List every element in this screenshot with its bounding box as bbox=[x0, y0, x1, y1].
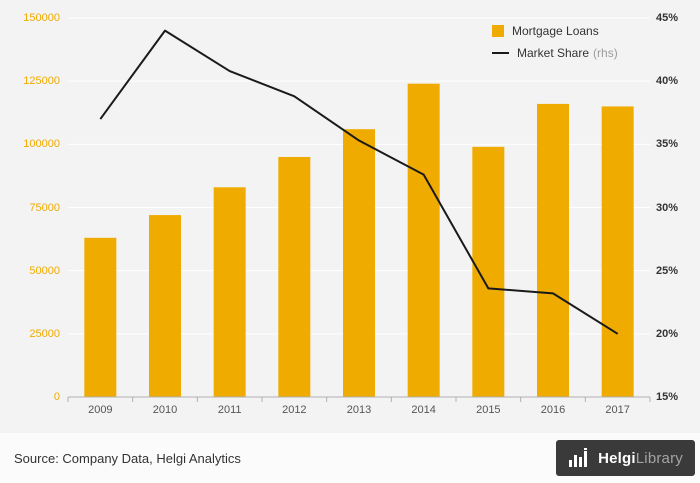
legend-label-mortgage-loans: Mortgage Loans bbox=[512, 24, 599, 38]
x-axis-label-2016: 2016 bbox=[540, 404, 566, 416]
left-axis-tick-label: 150000 bbox=[23, 12, 60, 24]
bar-2013 bbox=[343, 129, 375, 397]
source-text: Source: Company Data, Helgi Analytics bbox=[14, 450, 241, 466]
left-axis-tick-label: 125000 bbox=[23, 75, 60, 88]
bar-2012 bbox=[278, 156, 311, 397]
logo-text-library: Library bbox=[635, 449, 683, 467]
right-axis-tick-label: 35% bbox=[656, 138, 679, 151]
bar-series-swatch bbox=[492, 25, 504, 37]
left-axis-tick-label: 0 bbox=[53, 391, 60, 403]
bar-2016 bbox=[537, 103, 569, 397]
x-axis-label-2012: 2012 bbox=[282, 404, 307, 416]
legend-label-rhs-suffix: (rhs) bbox=[593, 46, 618, 60]
x-axis-label-2014: 2014 bbox=[411, 404, 436, 416]
line-series-swatch bbox=[492, 52, 509, 54]
left-axis-tick-label: 100000 bbox=[23, 138, 60, 151]
legend-label-market-share: Market Share bbox=[517, 46, 590, 60]
right-axis-tick-label: 40% bbox=[656, 75, 679, 88]
mortgage-loans-chart: 0 25000 50000 75000 100000 125000 150000 15% 20… bbox=[0, 0, 700, 433]
market-share-line bbox=[99, 29, 619, 335]
x-axis-label-2009: 2009 bbox=[88, 404, 113, 416]
x-axis-label-2011: 2011 bbox=[217, 404, 242, 416]
legend-item-mortgage-loans: Mortgage Loans bbox=[492, 20, 618, 42]
logo-text: HelgiLibrary bbox=[598, 450, 683, 467]
bar-2015 bbox=[472, 146, 505, 397]
left-axis-tick-label: 75000 bbox=[29, 201, 60, 214]
x-axis-label-2017: 2017 bbox=[605, 404, 630, 416]
footer: Source: Company Data, Helgi Analytics He… bbox=[0, 433, 700, 483]
x-axis-label-2013: 2013 bbox=[346, 404, 372, 416]
bar-2009 bbox=[84, 237, 117, 397]
legend: Mortgage Loans Market Share (rhs) bbox=[492, 20, 618, 64]
bar-chart-logo-icon bbox=[569, 448, 588, 467]
left-axis-tick-label: 25000 bbox=[29, 327, 60, 340]
x-axis-label-2015: 2015 bbox=[476, 404, 501, 416]
right-axis-tick-label: 45% bbox=[656, 12, 679, 24]
x-axis-label-2010: 2010 bbox=[152, 404, 178, 416]
bar-2010 bbox=[149, 215, 181, 397]
bar-2017 bbox=[601, 106, 634, 397]
bar-2011 bbox=[213, 187, 246, 397]
right-axis-tick-label: 30% bbox=[656, 201, 679, 214]
helgi-library-logo[interactable]: HelgiLibrary bbox=[556, 440, 695, 476]
right-axis-tick-label: 20% bbox=[656, 327, 679, 340]
left-axis-tick-label: 50000 bbox=[29, 264, 60, 277]
logo-text-helgi: Helgi bbox=[598, 449, 636, 467]
plot-area bbox=[67, 17, 651, 402]
bar-2014 bbox=[407, 83, 440, 398]
right-axis-tick-label: 15% bbox=[656, 391, 679, 403]
legend-item-market-share: Market Share (rhs) bbox=[492, 42, 618, 64]
right-axis-tick-label: 25% bbox=[656, 264, 679, 277]
